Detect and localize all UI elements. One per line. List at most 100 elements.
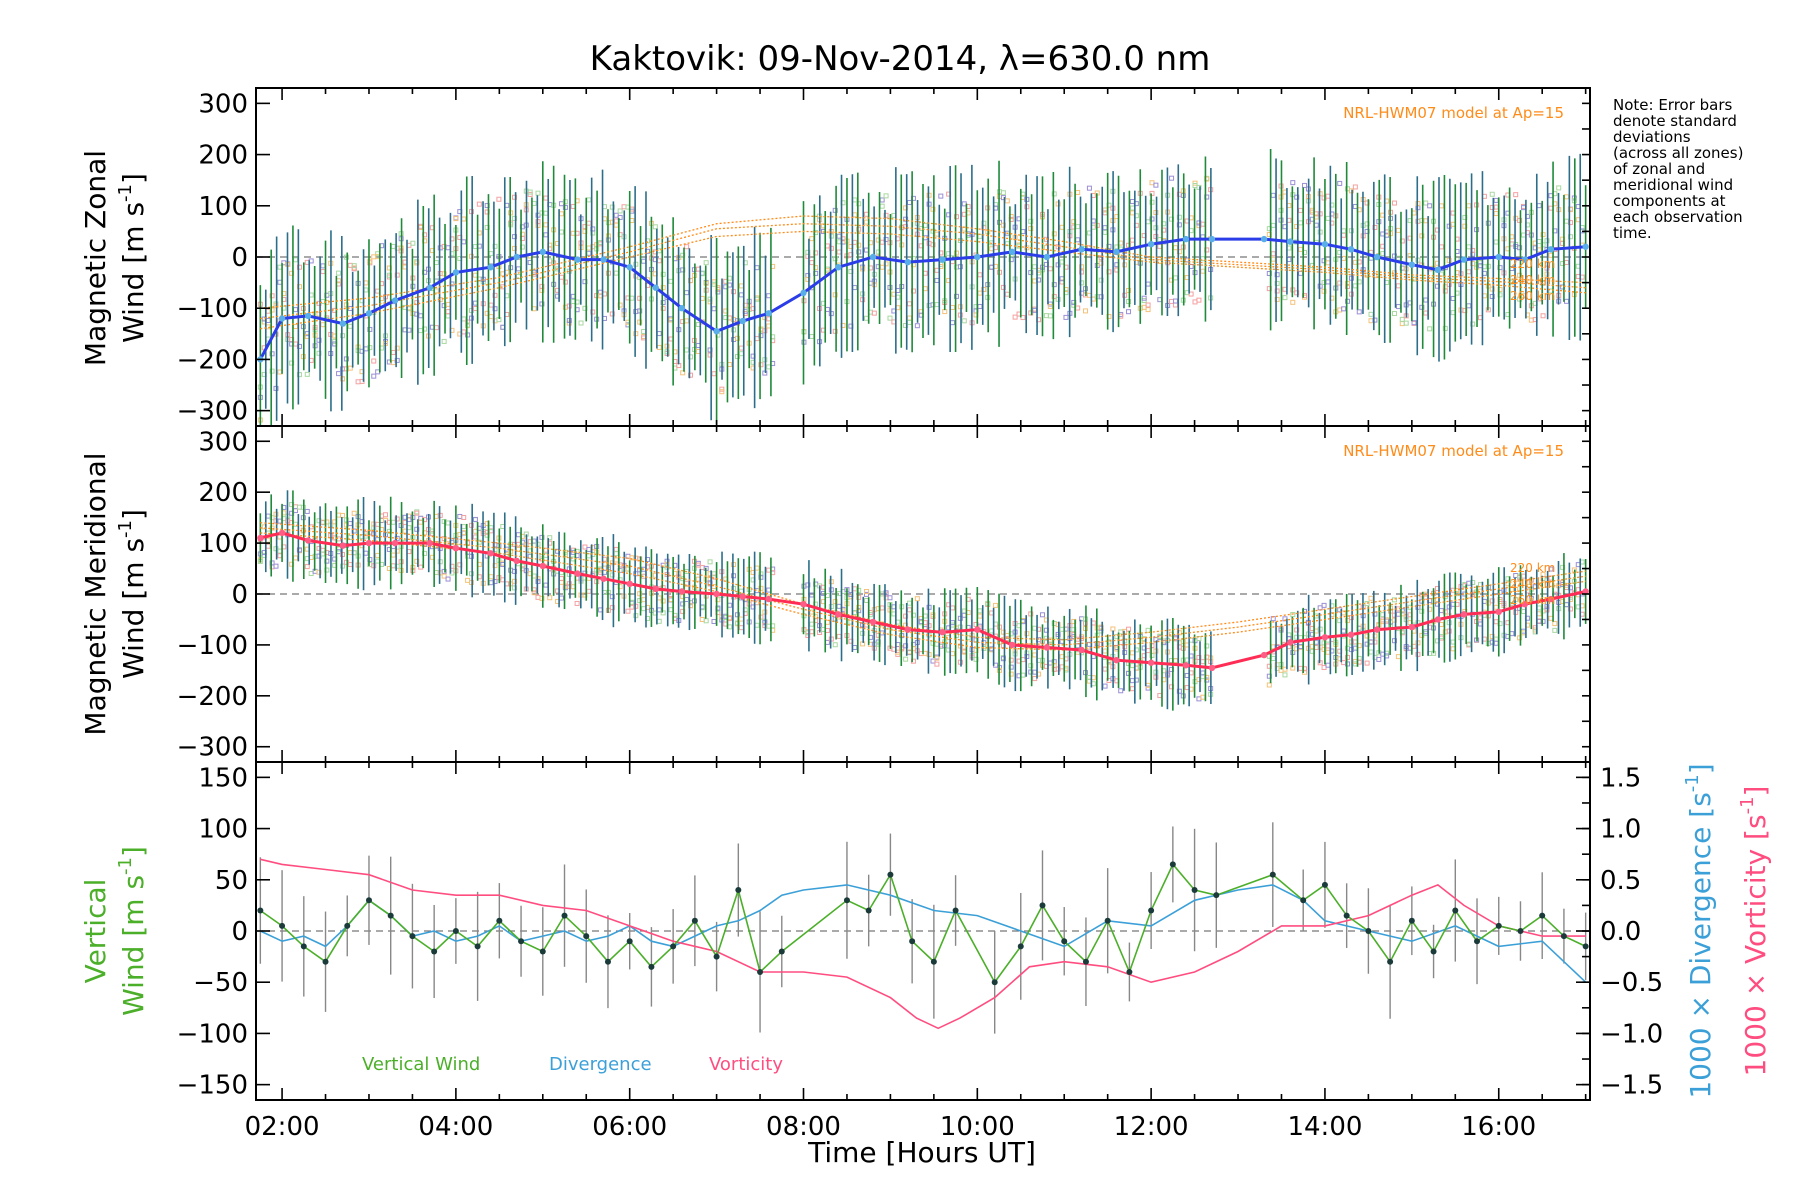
meridional-zone-sample xyxy=(856,594,862,600)
vertical-right-tick-label: −1.5 xyxy=(1600,1071,1663,1101)
meridional-zone-sample xyxy=(269,560,275,566)
meridional-mean-point xyxy=(835,611,842,618)
zonal-zone-sample xyxy=(316,311,322,317)
zonal-mean-point xyxy=(1321,240,1329,248)
zonal-zone-sample xyxy=(903,216,909,222)
vertical-wind-point xyxy=(1495,922,1502,929)
zonal-zone-sample xyxy=(1032,264,1038,270)
meridional-mean-point xyxy=(365,539,373,547)
zonal-zone-sample xyxy=(1466,203,1472,209)
meridional-zone-sample xyxy=(1493,619,1499,625)
meridional-zone-sample xyxy=(304,508,310,514)
meridional-zone-sample xyxy=(903,643,909,649)
zonal-zone-sample xyxy=(1004,198,1010,204)
zonal-zone-sample xyxy=(641,258,647,264)
note-line: components at xyxy=(1613,192,1726,210)
zonal-zone-sample xyxy=(351,266,357,272)
zonal-zone-sample xyxy=(461,329,467,335)
meridional-zone-sample xyxy=(512,568,518,574)
zonal-mean-point xyxy=(1182,235,1190,243)
meridional-zone-sample xyxy=(492,579,498,585)
zonal-zone-sample xyxy=(355,379,361,385)
meridional-zone-sample xyxy=(394,548,400,554)
zonal-zone-sample xyxy=(1004,291,1010,297)
zonal-zone-sample xyxy=(1567,207,1573,213)
zonal-zone-sample xyxy=(1423,310,1429,316)
zonal-zone-sample xyxy=(652,224,658,230)
note-line: each observation xyxy=(1613,208,1743,226)
zonal-zone-sample xyxy=(441,338,447,344)
zonal-zone-sample xyxy=(613,270,619,276)
zonal-zone-sample xyxy=(1172,245,1178,251)
zonal-zone-sample xyxy=(1352,184,1358,190)
meridional-zone-sample xyxy=(351,510,357,516)
zonal-zone-sample xyxy=(265,317,271,323)
meridional-zone-sample xyxy=(535,594,541,600)
zonal-zone-sample xyxy=(461,239,467,245)
zonal-zone-sample xyxy=(1032,307,1038,313)
meridional-mean-point xyxy=(869,618,877,626)
meridional-zone-sample xyxy=(586,553,592,559)
zonal-zone-sample xyxy=(809,334,815,340)
meridional-zone-sample xyxy=(1364,660,1370,666)
zonal-zone-sample xyxy=(461,316,467,322)
zonal-zone-sample xyxy=(856,226,862,232)
zonal-mean-point xyxy=(539,248,546,256)
zonal-zone-sample xyxy=(637,308,643,314)
zonal-zone-sample xyxy=(883,212,889,218)
zonal-zone-sample xyxy=(445,313,451,319)
meridional-zone-sample xyxy=(1129,663,1135,669)
meridional-zone-sample xyxy=(1317,605,1323,611)
meridional-zone-sample xyxy=(1098,641,1104,647)
meridional-mean-point xyxy=(739,593,746,600)
zonal-zone-sample xyxy=(1153,182,1159,188)
meridional-zone-sample xyxy=(1098,624,1104,630)
zonal-zone-sample xyxy=(515,266,521,272)
meridional-zone-sample xyxy=(930,612,936,618)
meridional-y-tick-label: −200 xyxy=(177,682,248,712)
meridional-mean-point xyxy=(487,550,494,557)
meridional-zone-sample xyxy=(308,571,314,577)
zonal-zone-sample xyxy=(296,372,302,378)
zonal-zone-sample xyxy=(1337,307,1343,313)
zonal-zone-sample xyxy=(1051,191,1057,197)
x-tick-label: 08:00 xyxy=(766,1112,841,1142)
zonal-mean-line xyxy=(258,237,1586,361)
zonal-zone-sample xyxy=(758,362,764,368)
zonal-zone-sample xyxy=(418,328,424,334)
meridional-zone-sample xyxy=(367,557,373,563)
meridional-mean-point xyxy=(652,585,659,593)
meridional-mean-point xyxy=(974,626,981,633)
meridional-zone-sample xyxy=(1364,601,1370,607)
meridional-zone-sample xyxy=(977,608,983,614)
zonal-zone-sample xyxy=(1043,313,1049,319)
zonal-mean-point xyxy=(513,253,520,261)
zonal-zone-sample xyxy=(1294,194,1300,200)
vertical-wind-point xyxy=(648,963,655,970)
zonal-zone-sample xyxy=(907,200,913,206)
vertical-wind-point xyxy=(1191,887,1198,894)
meridional-zone-sample xyxy=(993,602,999,608)
zonal-zone-sample xyxy=(656,344,662,350)
zonal-zone-sample xyxy=(1521,203,1527,209)
vertical-wind-point xyxy=(1169,861,1176,868)
meridional-zone-sample xyxy=(390,552,396,558)
zonal-zone-sample xyxy=(418,313,424,319)
zonal-zone-sample xyxy=(1290,299,1296,305)
meridional-zone-sample xyxy=(1266,682,1272,688)
zonal-zone-sample xyxy=(950,305,956,311)
zonal-zone-sample xyxy=(903,205,909,211)
meridional-zone-sample xyxy=(1552,627,1558,633)
meridional-zone-sample xyxy=(445,520,451,526)
zonal-zone-sample xyxy=(907,315,913,321)
meridional-zone-sample xyxy=(461,524,467,530)
zonal-zone-sample xyxy=(1169,175,1175,181)
zonal-zone-sample xyxy=(1098,277,1104,283)
meridional-zone-sample xyxy=(1000,629,1006,635)
zonal-zone-sample xyxy=(1028,226,1034,232)
meridional-mean-point xyxy=(678,588,686,595)
meridional-zone-sample xyxy=(1176,688,1182,694)
meridional-zone-sample xyxy=(934,655,940,661)
zonal-zone-sample xyxy=(269,293,275,299)
meridional-zone-sample xyxy=(887,595,893,601)
